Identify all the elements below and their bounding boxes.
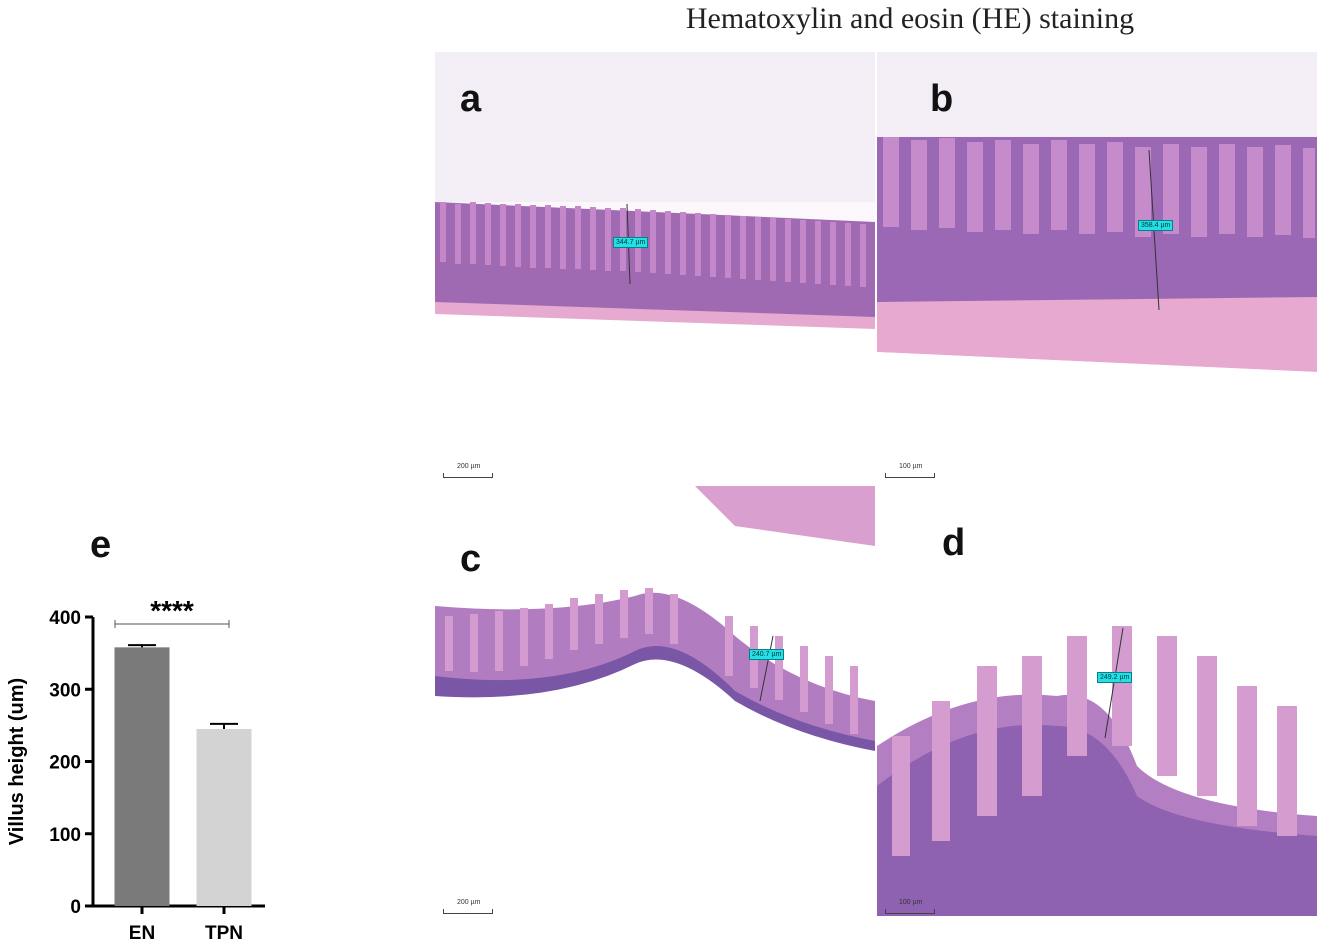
panel-label-e: e [90, 524, 112, 566]
panel-label-a: a [460, 78, 482, 120]
panel-label-d: d [942, 522, 966, 564]
y-tick-label-2: 200 [49, 753, 81, 774]
y-axis-label: Villus height (um) [6, 678, 28, 845]
y-tick-label-1: 100 [49, 825, 81, 846]
scale-bar-label-d: 100 µm [899, 899, 923, 906]
micrograph-image-c [435, 486, 875, 916]
micrograph-image-a [435, 52, 875, 482]
scale-bar-label-c: 200 µm [457, 899, 481, 906]
x-tick-label-tpn: TPN [205, 923, 243, 944]
figure-title: Hematoxylin and eosin (HE) staining [685, 2, 1135, 35]
bar-tpn [196, 728, 252, 906]
measurement-label-b: 358.4 µm [1138, 220, 1174, 231]
micrograph-panel-a: a 344.7 µm 200 µm [435, 52, 875, 482]
bar-en [114, 647, 170, 906]
y-tick-label-3: 300 [49, 680, 81, 701]
measurement-label-d: 249.2 µm [1097, 672, 1133, 683]
micrograph-panel-d: d 249.2 µm 100 µm [877, 486, 1317, 916]
micrograph-panel-b: b 358.4 µm 100 µm [877, 52, 1317, 482]
y-tick-label-4: 400 [49, 608, 81, 629]
measurement-label-c: 240.7 µm [749, 649, 785, 660]
scale-bar-label-b: 100 µm [899, 463, 923, 470]
panel-label-c: c [460, 538, 482, 580]
scale-bar-label-a: 200 µm [457, 463, 481, 470]
significance-label: **** [150, 595, 194, 626]
micrograph-panel-c: c 240.7 µm 200 µm [435, 486, 875, 916]
panel-label-b: b [930, 78, 954, 120]
y-tick-label-0: 0 [70, 897, 81, 918]
measurement-label-a: 344.7 µm [613, 237, 649, 248]
villus-height-bar-chart: 0 100 200 300 400 Villus height (um) EN TPN **** [6, 595, 265, 944]
micrograph-image-d [877, 486, 1317, 916]
x-tick-label-en: EN [129, 923, 155, 944]
micrograph-image-b [877, 52, 1317, 482]
